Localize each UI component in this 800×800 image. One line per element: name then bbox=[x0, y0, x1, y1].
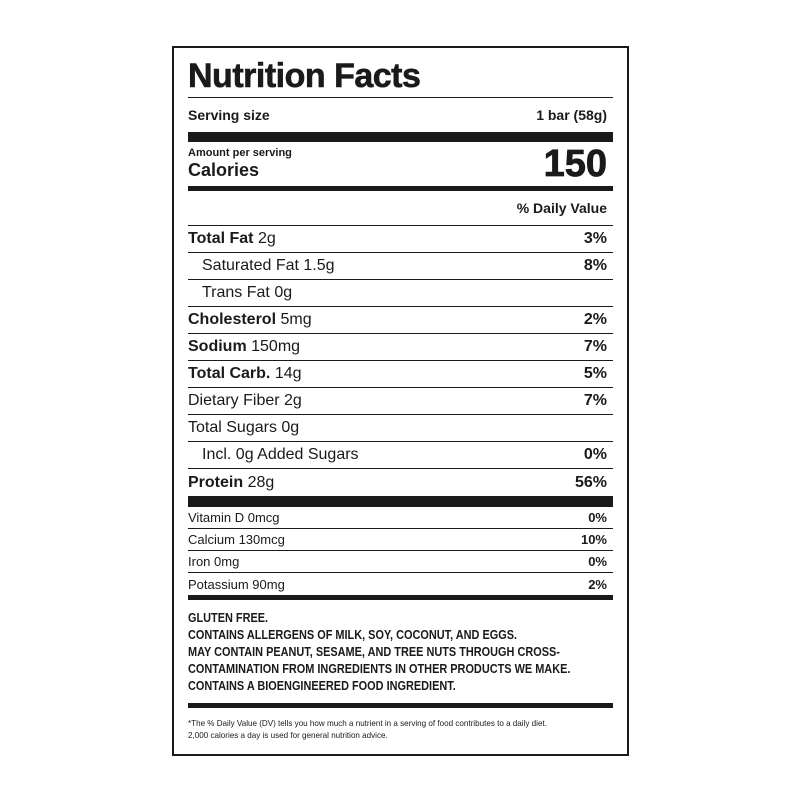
medium-divider bbox=[188, 186, 613, 191]
vitamin-name: Calcium 130mcg bbox=[188, 532, 285, 547]
vitamin-daily-value: 0% bbox=[588, 510, 607, 525]
allergen-notes: GLUTEN FREE. CONTAINS ALLERGENS OF MILK, … bbox=[188, 600, 613, 703]
nutrient-name: Total Carb. bbox=[188, 365, 271, 382]
nutrient-label: Sodium 150mg bbox=[188, 338, 300, 356]
nutrient-label: Cholesterol 5mg bbox=[188, 311, 312, 329]
nutrient-row: Sodium 150mg 7% bbox=[188, 334, 613, 361]
amount-per-serving: Amount per serving bbox=[188, 147, 292, 159]
nutrient-label: Total Fat 2g bbox=[188, 230, 276, 248]
nutrient-row: Total Sugars 0g bbox=[188, 415, 613, 442]
vitamin-name: Vitamin D 0mcg bbox=[188, 510, 280, 525]
vitamin-name: Potassium 90mg bbox=[188, 576, 285, 592]
serving-size-row: Serving size 1 bar (58g) bbox=[188, 98, 613, 132]
note-line: CONTAINS ALLERGENS OF MILK, SOY, COCONUT… bbox=[188, 627, 518, 642]
vitamin-row: Calcium 130mcg 10% bbox=[188, 529, 613, 551]
nutrient-label: Trans Fat 0g bbox=[188, 284, 292, 302]
nutrient-label: Saturated Fat 1.5g bbox=[188, 257, 335, 275]
nutrient-daily-value: 0% bbox=[583, 446, 607, 463]
nutrient-daily-value: 8% bbox=[583, 257, 607, 274]
nutrient-row: Incl. 0g Added Sugars 0% bbox=[188, 442, 613, 469]
nutrient-row: Cholesterol 5mg 2% bbox=[188, 307, 613, 334]
footnote: *The % Daily Value (DV) tells you how mu… bbox=[188, 708, 613, 747]
serving-size-value: 1 bar (58g) bbox=[536, 107, 607, 123]
vitamin-list: Vitamin D 0mcg 0% Calcium 130mcg 10% Iron 0m… bbox=[188, 507, 613, 595]
medium-divider bbox=[188, 595, 613, 600]
vitamin-row: Vitamin D 0mcg 0% bbox=[188, 507, 613, 529]
nutrient-name: Total Fat bbox=[188, 230, 254, 247]
nutrient-label: Dietary Fiber 2g bbox=[188, 392, 302, 410]
nutrient-row: Saturated Fat 1.5g 8% bbox=[188, 253, 613, 280]
nutrient-label: Protein 28g bbox=[188, 474, 274, 492]
nutrient-name: Cholesterol bbox=[188, 311, 277, 328]
footnote-line: 2,000 calories a day is used for general… bbox=[188, 730, 388, 740]
nutrient-name: Total Sugars bbox=[188, 419, 277, 436]
nutrient-name: Saturated Fat bbox=[202, 257, 299, 274]
vitamin-row: Iron 0mg 0% bbox=[188, 551, 613, 573]
nutrient-row: Trans Fat 0g bbox=[188, 280, 613, 307]
nutrient-name: Dietary Fiber bbox=[188, 392, 280, 409]
nutrient-amount: 14g bbox=[274, 365, 302, 382]
note-line: CONTAINS A BIOENGINEERED FOOD INGREDIENT… bbox=[188, 678, 456, 693]
vitamin-name: Iron 0mg bbox=[188, 554, 240, 569]
divider bbox=[188, 97, 613, 98]
nutrient-name: Incl. 0g Added Sugars bbox=[202, 446, 359, 463]
nutrient-label: Total Sugars 0g bbox=[188, 419, 299, 437]
note-line: GLUTEN FREE. bbox=[188, 610, 269, 625]
note-line: MAY CONTAIN PEANUT, SESAME, AND TREE NUT… bbox=[188, 644, 560, 659]
footnote-line: *The % Daily Value (DV) tells you how mu… bbox=[188, 718, 547, 728]
nutrient-amount: 1.5g bbox=[303, 257, 335, 274]
nutrient-amount: 2g bbox=[257, 230, 276, 247]
nutrient-amount: 0g bbox=[281, 419, 300, 436]
nutrient-daily-value: 7% bbox=[583, 392, 607, 409]
nutrient-row: Dietary Fiber 2g 7% bbox=[188, 388, 613, 415]
divider bbox=[188, 225, 613, 226]
nutrient-amount: 150mg bbox=[251, 338, 301, 355]
nutrient-daily-value: 7% bbox=[583, 338, 607, 355]
nutrient-label: Total Carb. 14g bbox=[188, 365, 302, 383]
calories-label-group: Amount per serving Calories bbox=[188, 147, 292, 181]
vitamin-row: Potassium 90mg 2% bbox=[188, 573, 613, 595]
medium-divider bbox=[188, 703, 613, 708]
nutrient-list: Total Fat 2g 3% Saturated Fat 1.5g 8% Trans … bbox=[188, 226, 613, 496]
nutrient-daily-value: 56% bbox=[574, 473, 607, 491]
nutrient-row: Total Carb. 14g 5% bbox=[188, 361, 613, 388]
vitamin-daily-value: 10% bbox=[580, 532, 607, 547]
daily-value-header: % Daily Value bbox=[516, 200, 607, 216]
nutrient-name: Protein bbox=[188, 473, 244, 491]
nutrient-name: Trans Fat bbox=[202, 284, 270, 301]
note-line: CONTAMINATION FROM INGREDIENTS IN OTHER … bbox=[188, 661, 571, 676]
nutrient-name: Sodium bbox=[188, 338, 247, 355]
nutrient-daily-value: 2% bbox=[583, 311, 607, 328]
vitamin-daily-value: 2% bbox=[588, 576, 607, 592]
calories-label: Calories bbox=[188, 160, 260, 180]
serving-size-label: Serving size bbox=[188, 107, 270, 123]
nutrient-daily-value: 5% bbox=[583, 365, 607, 382]
calories-value: 150 bbox=[543, 143, 607, 185]
nutrient-amount: 0g bbox=[274, 284, 293, 301]
nutrient-amount: 5mg bbox=[280, 311, 312, 328]
calories-row: Amount per serving Calories 150 bbox=[188, 142, 613, 186]
nutrient-row: Total Fat 2g 3% bbox=[188, 226, 613, 253]
nutrient-daily-value: 3% bbox=[583, 230, 607, 247]
nutrient-row: Protein 28g 56% bbox=[188, 469, 613, 496]
nutrient-amount: 2g bbox=[284, 392, 302, 409]
label-title: Nutrition Facts bbox=[188, 57, 421, 96]
vitamin-daily-value: 0% bbox=[588, 554, 607, 569]
nutrition-facts-label: Nutrition Facts Serving size 1 bar (58g)… bbox=[172, 46, 629, 756]
thick-divider bbox=[188, 496, 613, 507]
nutrient-amount: 28g bbox=[247, 473, 275, 491]
nutrient-label: Incl. 0g Added Sugars bbox=[188, 446, 359, 464]
thick-divider bbox=[188, 132, 613, 142]
